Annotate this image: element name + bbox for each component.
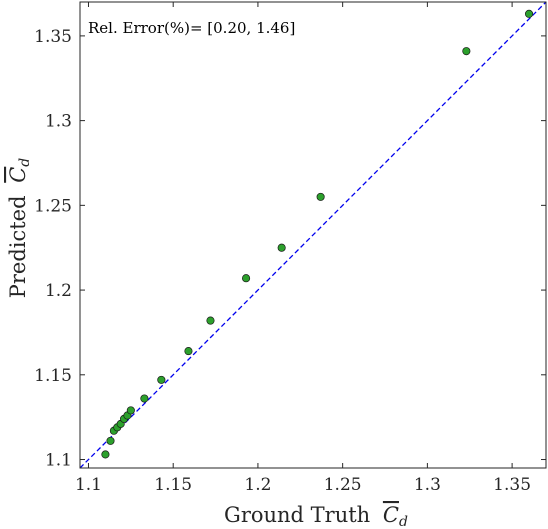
y-axis-quantity: C xyxy=(6,167,30,183)
relative-error-annotation: Rel. Error(%)= [0.20, 1.46] xyxy=(88,19,295,37)
x-tick-label: 1.15 xyxy=(154,475,192,495)
y-tick-label: 1.25 xyxy=(34,196,72,216)
data-point-9 xyxy=(140,394,149,403)
y-axis-label-text: Predicted xyxy=(6,195,30,298)
y-tick-label: 1.35 xyxy=(34,27,72,47)
x-axis-label: Ground Truth Cd xyxy=(224,503,408,529)
y-axis-label: Predicted Cd xyxy=(6,158,33,299)
y-axis-quantity-subscript: d xyxy=(17,158,33,167)
data-point-10 xyxy=(157,375,166,384)
x-axis-quantity-subscript: d xyxy=(399,514,408,529)
x-tick-label: 1.2 xyxy=(244,475,271,495)
x-tick-label: 1.35 xyxy=(493,475,531,495)
x-tick-label: 1.3 xyxy=(414,475,441,495)
data-point-14 xyxy=(277,243,286,252)
y-tick-label: 1.2 xyxy=(45,281,72,301)
x-axis-label-text: Ground Truth xyxy=(224,503,370,527)
data-point-15 xyxy=(316,192,325,201)
y-tick-label: 1.1 xyxy=(45,451,72,471)
data-point-12 xyxy=(206,316,215,325)
y-tick-label: 1.15 xyxy=(34,366,72,386)
x-tick-label: 1.25 xyxy=(324,475,362,495)
y-tick-label: 1.3 xyxy=(45,112,72,132)
plot-frame xyxy=(79,1,547,469)
data-point-16 xyxy=(462,47,471,56)
data-point-2 xyxy=(106,436,115,445)
x-tick-label: 1.1 xyxy=(75,475,102,495)
data-point-17 xyxy=(525,9,534,18)
identity-reference-line xyxy=(79,1,547,469)
x-axis-quantity: C xyxy=(383,503,399,527)
data-point-1 xyxy=(101,450,110,459)
data-point-11 xyxy=(184,347,193,356)
data-point-13 xyxy=(242,274,251,283)
data-point-8 xyxy=(126,406,135,415)
